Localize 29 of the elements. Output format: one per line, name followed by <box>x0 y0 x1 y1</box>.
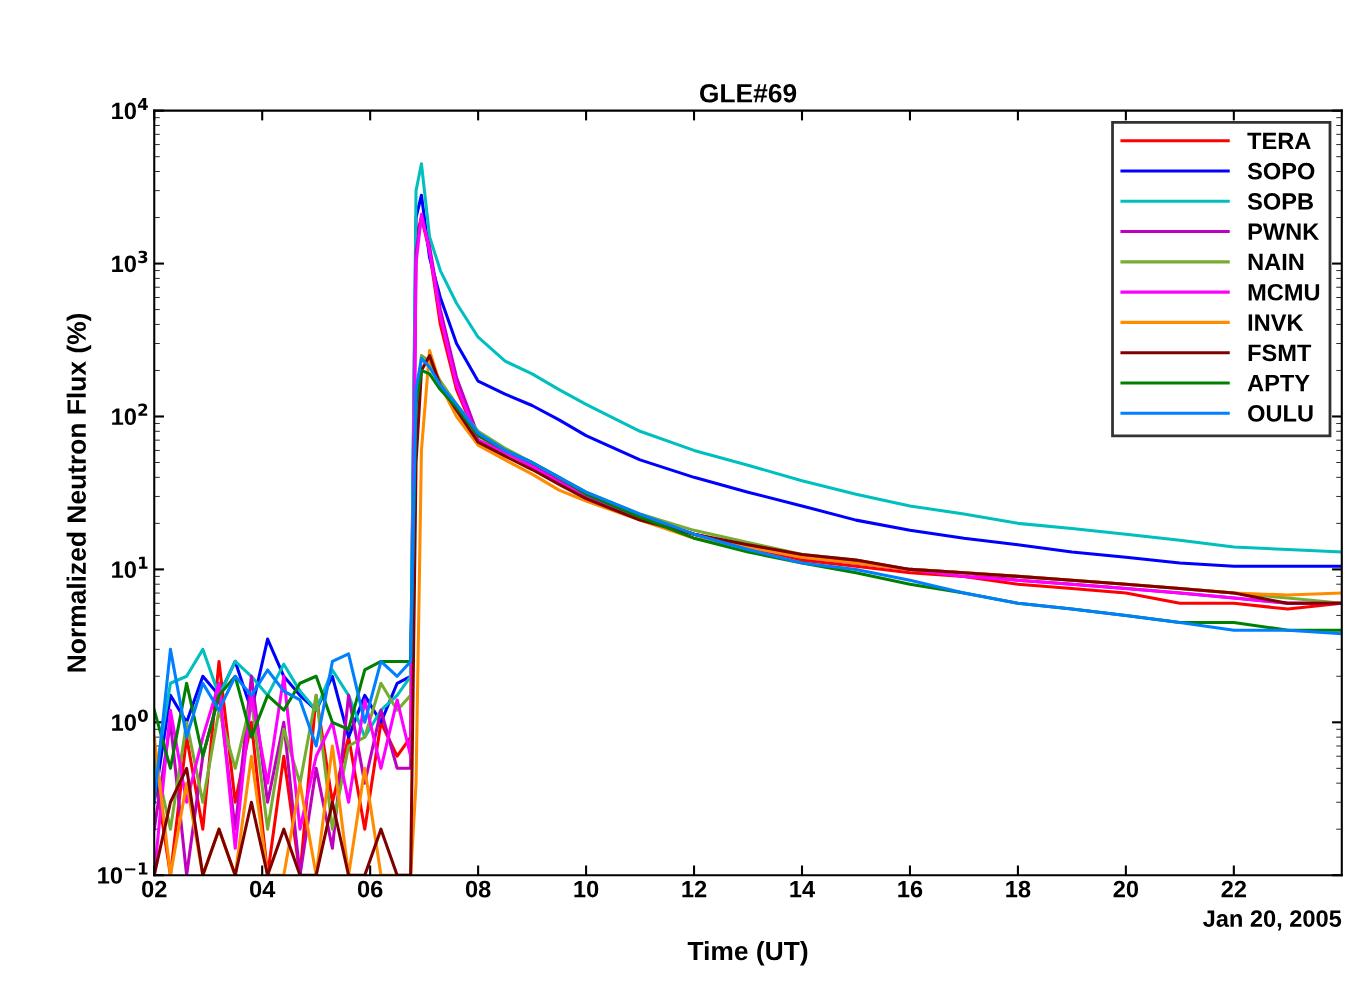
x-tick-label: 14 <box>790 880 816 898</box>
legend-label: APTY <box>1247 374 1310 392</box>
x-tick-label: 16 <box>898 880 923 898</box>
x-tick-label: 12 <box>682 880 707 898</box>
legend-label: FSMT <box>1248 344 1312 362</box>
y-tick-label: 10$^{4}$ <box>112 97 148 120</box>
x-tick-label: 22 <box>1221 880 1247 898</box>
x-tick-label: 10 <box>574 880 599 898</box>
y-axis-title: Normalized Neutron Flux (%) <box>66 313 92 672</box>
x-tick-label: 18 <box>1006 880 1031 898</box>
legend-label: INVK <box>1248 314 1304 331</box>
legend-label: TERA <box>1247 132 1311 150</box>
x-tick-label: 06 <box>357 880 383 898</box>
legend-label: SOPB <box>1247 193 1313 210</box>
legend-label: SOPO <box>1247 162 1315 180</box>
legend-label: OULU <box>1248 405 1313 422</box>
x-tick-label: 20 <box>1113 880 1139 898</box>
legend-label: PWNK <box>1248 223 1320 240</box>
y-tick-label: 10$^{3}$ <box>112 250 148 273</box>
x-axis-title: Time (UT) <box>687 940 808 966</box>
x-tick-label: 04 <box>250 880 276 898</box>
y-tick-label: 10$^{2}$ <box>112 403 148 426</box>
x-tick-label: 08 <box>465 880 491 898</box>
legend-label: MCMU <box>1248 283 1320 301</box>
y-tick-label: 10$^{0}$ <box>112 709 148 731</box>
text: Jan 20, 2005 <box>1203 910 1342 931</box>
chart-title: GLE#69 <box>699 83 797 103</box>
legend-label: NAIN <box>1248 253 1304 271</box>
y-tick-label: 10$^{1}$ <box>112 556 148 579</box>
